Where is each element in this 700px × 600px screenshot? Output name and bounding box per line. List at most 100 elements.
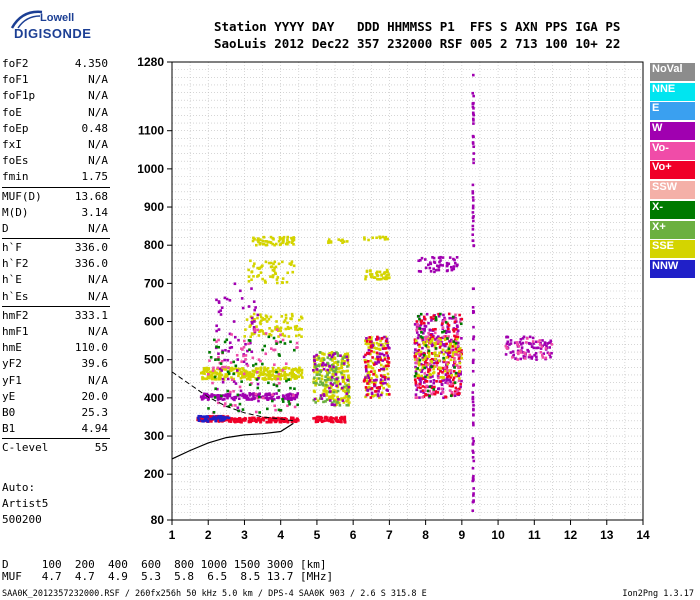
echo-point <box>324 363 327 367</box>
echo-point <box>234 364 238 368</box>
echo-point <box>456 389 459 392</box>
echo-point <box>234 382 238 385</box>
echo-point <box>451 315 455 319</box>
echo-point <box>281 281 284 285</box>
echo-point <box>441 348 445 352</box>
echo-point <box>471 142 475 145</box>
param-name: D <box>2 221 9 235</box>
echo-point <box>281 277 285 280</box>
echo-point <box>427 349 431 353</box>
echo-point <box>516 352 520 356</box>
echo-point <box>240 380 243 383</box>
echo-point <box>326 373 329 377</box>
echo-point <box>547 352 551 355</box>
echo-point <box>250 270 253 274</box>
echo-point <box>241 394 244 397</box>
echo-point <box>425 373 429 377</box>
param-name: foF1p <box>2 89 36 103</box>
echo-point <box>289 396 293 399</box>
echo-point <box>217 310 221 314</box>
echo-point <box>372 363 376 366</box>
echo-point <box>346 365 349 368</box>
echo-point <box>201 376 204 379</box>
echo-point <box>226 392 230 396</box>
echo-point <box>259 420 262 424</box>
echo-point <box>212 366 215 370</box>
echo-point <box>373 371 377 375</box>
echo-point <box>471 117 475 121</box>
echo-point <box>445 366 448 369</box>
echo-point <box>250 350 254 354</box>
echo-point <box>213 396 217 399</box>
echo-point <box>206 420 210 423</box>
echo-point <box>421 385 425 388</box>
echo-point <box>288 372 292 375</box>
echo-point <box>250 287 253 290</box>
echo-point <box>256 367 260 370</box>
echo-point <box>297 419 300 422</box>
echo-point <box>387 393 391 396</box>
echo-point <box>418 343 421 347</box>
echo-point <box>442 335 446 339</box>
echo-point <box>428 338 432 341</box>
echo-point <box>222 394 225 397</box>
echo-point <box>382 353 386 357</box>
echo-point <box>341 241 344 245</box>
echo-point <box>435 336 439 340</box>
echo-point <box>446 371 449 375</box>
echo-point <box>377 347 381 351</box>
y-tick-label: 600 <box>144 315 164 329</box>
echo-point <box>430 365 433 369</box>
echo-point <box>275 368 278 372</box>
param-separator <box>2 186 110 188</box>
echo-point <box>367 238 370 242</box>
echo-point <box>374 390 378 393</box>
echo-point <box>329 390 332 393</box>
echo-point <box>315 368 319 371</box>
param-name: h`F2 <box>2 257 29 271</box>
echo-point <box>437 256 441 260</box>
echo-point <box>259 313 262 316</box>
echo-point <box>200 396 204 399</box>
echo-point <box>276 370 280 374</box>
echo-point <box>338 403 342 407</box>
echo-point <box>380 352 384 356</box>
echo-point <box>270 265 274 268</box>
header-line1: Station YYYY DAY DDD HHMMSS P1 FFS S AXN… <box>214 19 621 34</box>
param-name: foE <box>2 105 22 119</box>
echo-point <box>224 373 228 376</box>
echo-point <box>417 348 421 352</box>
echo-point <box>446 325 449 328</box>
echo-point <box>471 466 475 470</box>
echo-point <box>336 360 340 364</box>
echo-point <box>428 389 432 393</box>
echo-point <box>265 320 269 323</box>
echo-point <box>266 407 269 411</box>
echo-point <box>424 342 427 346</box>
echo-point <box>242 372 246 376</box>
echo-point <box>325 419 329 422</box>
echo-point <box>213 417 216 421</box>
echo-point <box>287 335 291 338</box>
echo-point <box>421 395 424 399</box>
echo-point <box>291 239 294 242</box>
echo-point <box>277 389 281 392</box>
echo-point <box>272 262 275 266</box>
echo-point <box>216 415 220 418</box>
echo-point <box>287 397 290 401</box>
echo-point <box>342 362 346 365</box>
echo-point <box>471 111 475 115</box>
echo-point <box>314 416 318 420</box>
echo-point <box>455 364 459 367</box>
echo-point <box>209 374 213 378</box>
echo-point <box>471 400 475 404</box>
echo-point <box>243 375 246 379</box>
echo-point <box>383 375 387 379</box>
echo-point <box>535 346 538 350</box>
param-name: yF1 <box>2 373 22 387</box>
echo-point <box>418 358 422 362</box>
echo-point <box>220 306 224 309</box>
echo-point <box>373 346 377 350</box>
echo-point <box>526 337 529 340</box>
echo-point <box>419 376 422 379</box>
